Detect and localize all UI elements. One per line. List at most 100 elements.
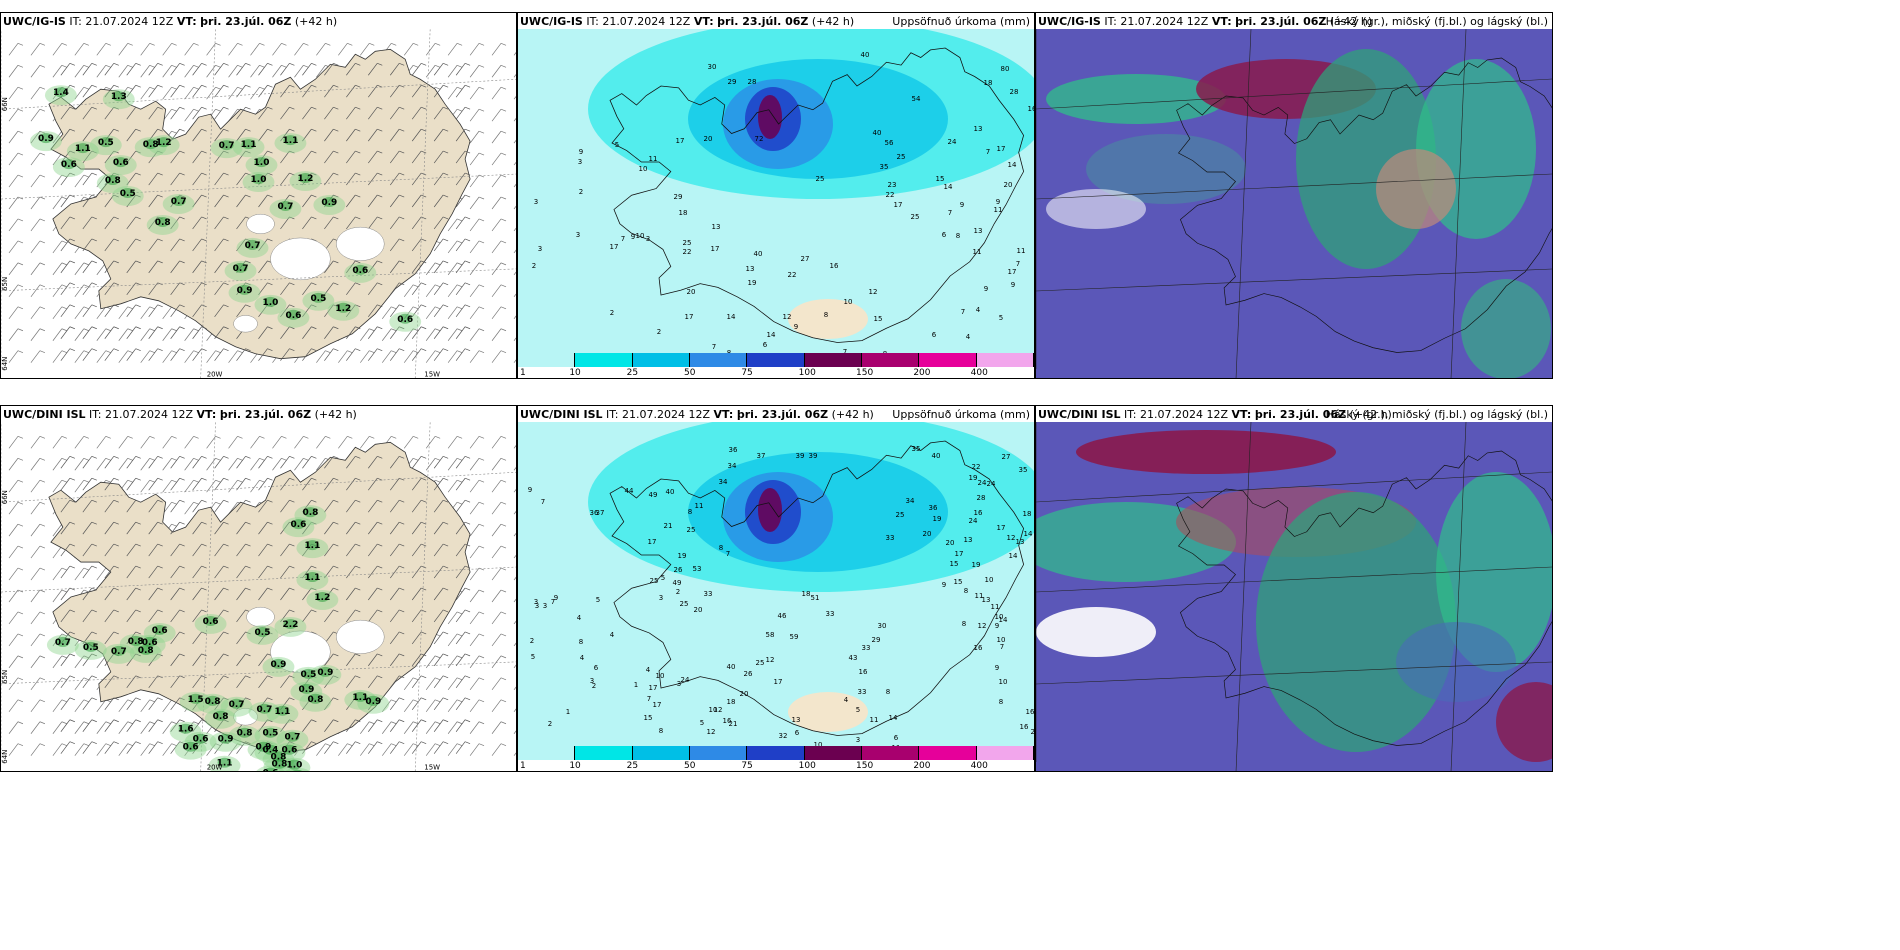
- colorbar-tick: 50: [684, 761, 696, 771]
- precip-value: 39: [796, 452, 805, 460]
- precip-value: 1.2: [156, 138, 172, 148]
- precip-value: 13: [746, 265, 755, 273]
- precip-value: 6: [594, 664, 599, 672]
- colorbar-swatch: [518, 353, 576, 367]
- precip-value: 19: [933, 515, 942, 523]
- precip-value: 59: [790, 633, 799, 641]
- colorbar-swatch: [862, 353, 920, 367]
- precip-value: 4: [976, 306, 981, 314]
- precip-value: 12: [714, 706, 723, 714]
- precip-value: 3: [856, 736, 860, 744]
- colorbar-swatch: [919, 353, 977, 367]
- precip-value: 16: [723, 717, 732, 725]
- precip-value: 0.5: [255, 628, 271, 638]
- precip-value: 12: [978, 622, 987, 630]
- precip-value: 9: [554, 594, 558, 602]
- precip-value: 33: [858, 688, 867, 696]
- precip-value: 22: [683, 248, 692, 256]
- precip-value: 0.6: [352, 266, 368, 276]
- precip-value: 1.1: [304, 573, 320, 583]
- precip-value: 21: [664, 522, 673, 530]
- lat-label: 65N: [1, 670, 9, 684]
- precip-value: 18: [802, 590, 811, 598]
- iceland-outline: [609, 47, 1025, 343]
- precip-value: 13: [982, 596, 991, 604]
- precip-value: 9: [960, 201, 964, 209]
- precip-value: 0.6: [263, 769, 279, 772]
- precip-value: 20: [1031, 728, 1034, 736]
- colorbar-swatch: [690, 353, 748, 367]
- precip-value: 8: [688, 508, 692, 516]
- colorbar-swatch: [804, 353, 862, 367]
- precip-value: 7: [621, 235, 625, 243]
- precip-value: 0.7: [55, 638, 71, 648]
- panel-header: UWC/DINI ISL IT: 21.07.2024 12Z VT: þri.…: [520, 408, 1030, 421]
- precip-value: 16: [1028, 105, 1034, 113]
- colorbar-tick: 100: [798, 761, 816, 771]
- precip-value: 5: [999, 314, 1003, 322]
- precip-value: 0.9: [365, 697, 381, 707]
- precip-map-panel-igis: UWC/IG-IS IT: 21.07.2024 12Z VT: þri. 23…: [517, 12, 1035, 379]
- precip-value: 0.6: [397, 315, 413, 325]
- precip-value: 3: [677, 680, 681, 688]
- precip-value: 10: [985, 576, 994, 584]
- precip-value: 4: [646, 666, 651, 674]
- precip-value: 17: [894, 201, 903, 209]
- map-canvas: [1036, 422, 1552, 771]
- colorbar-swatch: [632, 353, 690, 367]
- cloud-field: [1461, 279, 1551, 378]
- lat-label: 64N: [1, 750, 9, 764]
- glacier: [246, 606, 275, 627]
- precip-value: 1.1: [241, 140, 257, 150]
- precip-value: 7: [986, 148, 990, 156]
- precip-value: 13: [792, 716, 801, 724]
- precip-value: 8: [999, 698, 1003, 706]
- precip-value: 36: [590, 509, 599, 517]
- precip-value: 1: [566, 708, 570, 716]
- panel-subtitle: Háský (gr.), miðský (fj.bl.) og lágský (…: [1325, 408, 1548, 421]
- precip-value: 0.6: [285, 311, 301, 321]
- precip-value: 0.7: [171, 197, 187, 207]
- precip-value: 10: [636, 232, 645, 240]
- precip-value: 1.1: [75, 144, 91, 154]
- panel-header: UWC/DINI ISL IT: 21.07.2024 12Z VT: þri.…: [3, 408, 357, 421]
- precip-value: 17: [648, 538, 657, 546]
- cloud-field: [1076, 430, 1336, 474]
- precip-value: 26: [744, 670, 753, 678]
- precip-value: 0.7: [284, 733, 300, 743]
- precip-value: 7: [712, 343, 716, 351]
- precip-value: 1.1: [275, 707, 291, 717]
- precip-value: 4: [610, 631, 615, 639]
- precip-value: 25: [816, 175, 825, 183]
- precip-value: 17: [676, 137, 685, 145]
- precip-value: 1: [634, 681, 638, 689]
- precip-value: 80: [1001, 65, 1010, 73]
- precip-value: 0.7: [245, 241, 261, 251]
- glacier: [336, 226, 385, 261]
- precip-value: 16: [974, 644, 983, 652]
- precip-value: 37: [596, 509, 605, 517]
- precip-value: 18: [1023, 510, 1032, 518]
- precip-value: 2: [610, 309, 614, 317]
- cloud-field: [1436, 472, 1552, 672]
- precip-value: 0.7: [233, 264, 249, 274]
- precip-value: 0.8: [143, 140, 159, 150]
- precip-value: 0.8: [307, 695, 323, 705]
- precip-value: 25: [911, 213, 920, 221]
- precip-value: 0.8: [272, 760, 288, 770]
- precip-value: 29: [674, 193, 683, 201]
- precip-value: 14: [1024, 530, 1033, 538]
- precip-value: 12: [707, 728, 716, 736]
- precip-value: 6: [932, 331, 937, 339]
- wind-map-panel-igis: UWC/IG-IS IT: 21.07.2024 12Z VT: þri. 23…: [0, 12, 517, 379]
- colorbar-swatch: [747, 353, 805, 367]
- precip-value: 5: [700, 719, 704, 727]
- precip-colorbar: 1 10 25 50 75 100 150 200 400: [518, 352, 1034, 378]
- precip-value: 1.3: [111, 92, 127, 102]
- precip-value: 0.8: [237, 729, 253, 739]
- precip-value: 20: [1004, 181, 1013, 189]
- lon-label: 15W: [424, 764, 440, 772]
- precip-value: 4: [966, 333, 971, 341]
- precip-value: 30: [708, 63, 717, 71]
- precip-value: 1.6: [178, 725, 194, 735]
